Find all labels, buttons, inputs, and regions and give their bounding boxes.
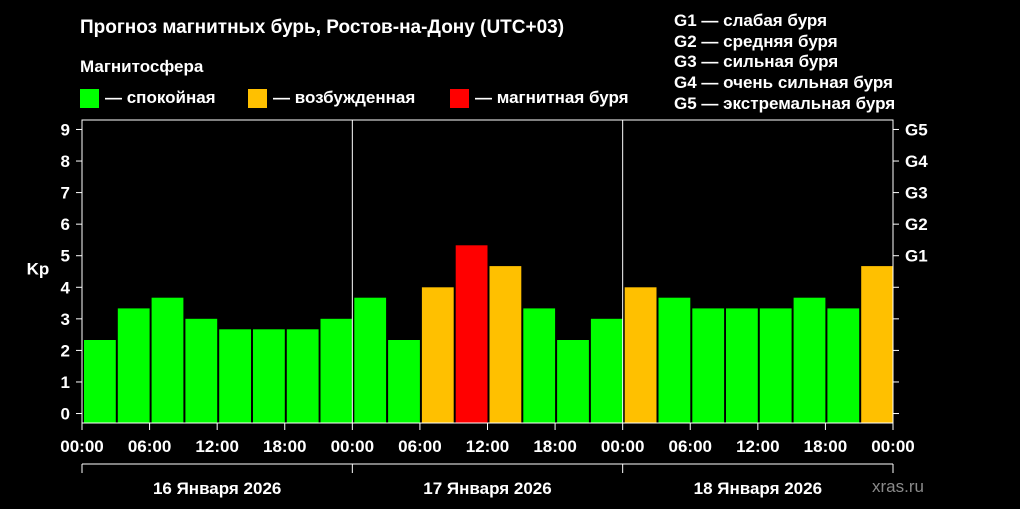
legend-heading: Магнитосфера [80, 57, 204, 76]
kp-bar [253, 329, 285, 423]
day-label: 16 Января 2026 [153, 479, 281, 498]
kp-bar [354, 297, 387, 423]
kp-bar [421, 287, 454, 423]
y-tick-label: 9 [61, 120, 70, 139]
day-label: 18 Января 2026 [694, 479, 822, 498]
storm-level-label: G4 [905, 152, 928, 171]
x-tick-label: 12:00 [466, 437, 509, 456]
x-tick-label: 12:00 [195, 437, 238, 456]
legend-item-quiet: — спокойная [80, 88, 216, 108]
kp-bar [523, 308, 556, 423]
kp-bar [219, 329, 251, 423]
kp-bar [489, 266, 522, 423]
x-tick-label: 12:00 [736, 437, 779, 456]
legend-item-active: — возбужденная [248, 88, 415, 108]
storm-scale-g2: G2 — средняя буря [674, 31, 838, 51]
watermark: xras.ru [872, 477, 924, 496]
y-axis-label: Kp [27, 259, 50, 278]
y-tick-label: 3 [61, 310, 70, 329]
x-tick-label: 00:00 [601, 437, 644, 456]
kp-bar [590, 318, 623, 423]
y-tick-label: 0 [61, 405, 70, 424]
x-tick-label: 00:00 [60, 437, 103, 456]
storm-scale-g1: G1 — слабая буря [674, 11, 828, 30]
legend-label-active: — возбужденная [273, 88, 416, 107]
legend-item-storm: — магнитная буря [450, 88, 629, 108]
storm-scale-g5: G5 — экстремальная буря [674, 93, 896, 113]
storm-level-label: G2 [905, 215, 928, 234]
kp-bar [320, 318, 353, 423]
kp-bar [185, 318, 218, 423]
y-tick-label: 4 [61, 278, 71, 297]
kp-bar [117, 308, 150, 423]
x-tick-label: 06:00 [398, 437, 441, 456]
kp-bar [151, 297, 184, 423]
kp-bar [658, 297, 691, 423]
legend-swatch-storm [450, 88, 469, 108]
kp-bar [726, 308, 758, 423]
x-tick-label: 00:00 [331, 437, 374, 456]
y-tick-label: 7 [61, 184, 70, 203]
x-tick-label: 00:00 [871, 437, 914, 456]
x-tick-label: 18:00 [804, 437, 847, 456]
storm-level-label: G5 [905, 120, 928, 139]
kp-bar [861, 266, 893, 423]
storm-scale-g3: G3 — сильная буря [674, 52, 839, 72]
kp-bar [286, 329, 319, 423]
y-tick-label: 6 [61, 215, 70, 234]
kp-bar [455, 245, 488, 423]
kp-bar [692, 308, 725, 423]
y-tick-label: 1 [61, 373, 70, 392]
kp-bar [759, 308, 792, 423]
x-tick-label: 06:00 [128, 437, 171, 456]
legend-label-storm: — магнитная буря [475, 88, 629, 107]
storm-scale-legend: G1 — слабая буря G2 — средняя буря G3 — … [674, 11, 895, 115]
kp-bar [388, 340, 420, 423]
chart-title: Прогноз магнитных бурь, Ростов-на-Дону (… [80, 17, 565, 38]
storm-scale-g4: G4 — очень сильная буря [674, 73, 893, 93]
x-tick-label: 18:00 [533, 437, 576, 456]
legend-swatch-quiet [80, 88, 99, 108]
kp-bar [624, 287, 657, 423]
x-tick-label: 18:00 [263, 437, 306, 456]
kp-bar [827, 308, 860, 423]
y-tick-label: 2 [61, 341, 70, 360]
storm-level-label: G1 [905, 247, 928, 266]
storm-level-label: G3 [905, 184, 928, 203]
x-tick-label: 06:00 [669, 437, 712, 456]
y-tick-label: 8 [61, 152, 70, 171]
legend-label-quiet: — спокойная [105, 88, 216, 107]
legend-swatch-active [248, 88, 267, 108]
y-tick-label: 5 [61, 247, 70, 266]
kp-bar [557, 340, 589, 423]
day-label: 17 Января 2026 [423, 479, 551, 498]
kp-bar [84, 340, 116, 423]
kp-bar [793, 297, 826, 423]
